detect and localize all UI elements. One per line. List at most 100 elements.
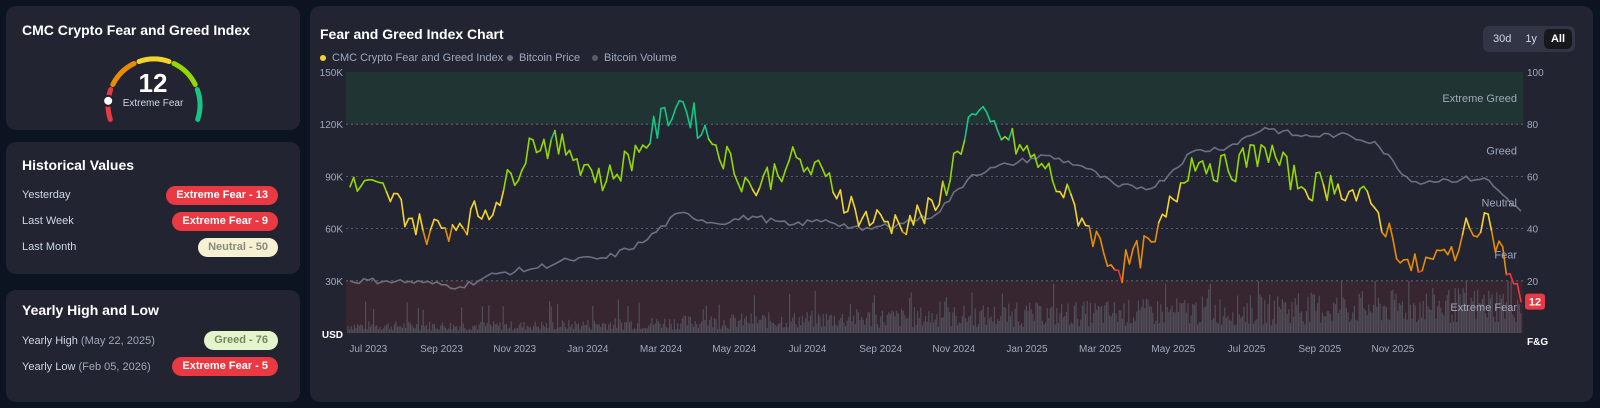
x-tick-label: Sep 2024 — [859, 344, 902, 355]
fear-greed-line-segment — [810, 161, 816, 176]
fear-greed-line-segment — [791, 146, 798, 159]
fear-greed-line-segment — [561, 133, 567, 156]
fear-greed-line-segment — [404, 217, 410, 228]
fear-greed-line-segment — [415, 213, 421, 236]
fear-greed-line-segment — [1033, 153, 1039, 168]
fear-greed-line-segment — [780, 169, 787, 183]
fear-greed-line-segment — [1187, 157, 1193, 182]
fear-greed-line-segment — [930, 199, 937, 212]
fear-greed-line-segment — [656, 107, 662, 139]
y-left-unit-label: USD — [322, 330, 343, 341]
fear-greed-line-segment — [1245, 144, 1252, 168]
fear-greed-line-segment — [1370, 202, 1376, 209]
fear-greed-line-segment — [963, 116, 970, 141]
historical-title: Historical Values — [22, 157, 135, 173]
fear-greed-line-segment — [411, 217, 417, 236]
fear-greed-line-segment — [1414, 253, 1420, 274]
fear-greed-line-segment — [821, 167, 827, 178]
fear-greed-chart-card: Fear and Greed Index Chart 30d 1y All CM… — [310, 6, 1593, 402]
x-tick-label: Sep 2023 — [420, 344, 463, 355]
fear-greed-line-segment — [502, 169, 509, 191]
fear-greed-line-segment — [491, 201, 498, 216]
fear-greed-line-segment — [576, 158, 582, 176]
fear-greed-line-segment — [1501, 245, 1508, 276]
range-all-button[interactable]: All — [1543, 29, 1572, 49]
fear-greed-line-segment — [543, 138, 549, 160]
fear-greed-line-segment — [876, 209, 882, 216]
legend-index[interactable]: CMC Crypto Fear and Greed Index — [320, 52, 503, 64]
gauge-card-title: CMC Crypto Fear and Greed Index — [22, 22, 250, 38]
fear-greed-line-segment — [707, 138, 714, 145]
legend-index-dot-icon — [320, 55, 326, 61]
fear-greed-line-segment — [1238, 147, 1244, 156]
fear-greed-line-segment — [996, 130, 1003, 141]
fear-greed-line-segment — [1388, 222, 1394, 240]
historical-row-yesterday-badge: Extreme Fear - 13 — [166, 186, 278, 205]
zone-label: Extreme Greed — [1442, 93, 1517, 105]
fear-greed-line-segment — [389, 192, 395, 203]
fear-greed-line-segment — [565, 149, 571, 156]
y-left-tick-label: 120K — [320, 120, 344, 131]
fear-greed-line-segment — [1256, 144, 1263, 168]
fear-greed-line-segment — [817, 159, 823, 169]
fear-greed-line-segment — [1399, 259, 1405, 264]
range-30d-button[interactable]: 30d — [1492, 33, 1512, 45]
fear-greed-line-segment — [744, 176, 750, 183]
gauge-segment — [136, 56, 172, 64]
fear-greed-line-segment — [1059, 190, 1065, 199]
fear-greed-line-segment — [715, 144, 721, 161]
fear-greed-line-segment — [506, 169, 512, 175]
fear-greed-line-segment — [652, 115, 659, 139]
fear-greed-line-segment — [601, 180, 608, 192]
fear-greed-line-segment — [1102, 252, 1109, 267]
fear-greed-line-segment — [682, 101, 688, 114]
fear-greed-line-segment — [1026, 144, 1032, 158]
range-1y-button[interactable]: 1y — [1525, 33, 1537, 45]
zone-label: Extreme Fear — [1450, 302, 1517, 314]
legend-volume[interactable]: Bitcoin Volume — [592, 52, 677, 64]
fear-greed-line-segment — [667, 118, 673, 127]
yearly-title: Yearly High and Low — [22, 302, 159, 318]
fear-greed-line-segment — [1373, 206, 1380, 214]
fear-greed-line-segment — [1454, 249, 1460, 262]
fear-greed-line-segment — [1509, 272, 1515, 285]
fear-greed-line-segment — [839, 189, 845, 214]
fear-greed-line-segment — [484, 209, 490, 221]
fear-greed-line-segment — [887, 220, 893, 235]
x-tick-label: Nov 2025 — [1372, 344, 1415, 355]
chart-title: Fear and Greed Index Chart — [320, 26, 504, 42]
legend-price[interactable]: Bitcoin Price — [507, 52, 580, 64]
yearly-high-label: Yearly High (May 22, 2025) — [22, 335, 155, 347]
fear-greed-line-segment — [1461, 217, 1467, 236]
legend-index-label: CMC Crypto Fear and Greed Index — [332, 52, 504, 64]
fear-greed-line-segment — [726, 145, 732, 155]
fear-greed-chart[interactable]: 150K 120K 90K 60K 30K USD 100 80 60 40 20 F&G Jul 20… — [310, 6, 1593, 402]
fear-greed-line-segment — [1326, 174, 1332, 202]
fear-greed-line-segment — [1073, 203, 1080, 227]
fear-greed-line-segment — [1267, 144, 1274, 163]
fear-greed-line-segment — [524, 137, 531, 165]
fear-greed-line-segment — [638, 144, 644, 153]
fear-greed-line-segment — [1443, 248, 1449, 256]
fear-greed-line-segment — [1282, 151, 1288, 158]
fear-greed-line-segment — [1406, 258, 1412, 272]
y-right-tick-label: 20 — [1527, 277, 1539, 288]
fear-greed-line-segment — [1242, 147, 1248, 168]
fear-greed-line-segment — [550, 129, 556, 141]
fear-greed-line-segment — [1351, 189, 1358, 202]
fear-greed-line-segment — [1337, 183, 1343, 200]
fear-greed-line-segment — [974, 109, 981, 116]
fear-greed-line-segment — [597, 167, 604, 192]
historical-row-yesterday-label: Yesterday — [22, 189, 71, 201]
fear-greed-line-segment — [1227, 170, 1233, 181]
fear-greed-line-segment — [700, 124, 706, 136]
fear-greed-line-segment — [1015, 143, 1021, 155]
fear-greed-line-segment — [1066, 183, 1072, 195]
legend-price-dot-icon — [507, 55, 513, 61]
zone-label: Fear — [1494, 250, 1517, 262]
fear-greed-line-segment — [773, 163, 779, 177]
x-tick-label: Jul 2023 — [349, 344, 387, 355]
fear-greed-line-segment — [1037, 162, 1043, 168]
fear-greed-line-segment — [850, 195, 856, 210]
fear-greed-line-segment — [854, 207, 860, 227]
